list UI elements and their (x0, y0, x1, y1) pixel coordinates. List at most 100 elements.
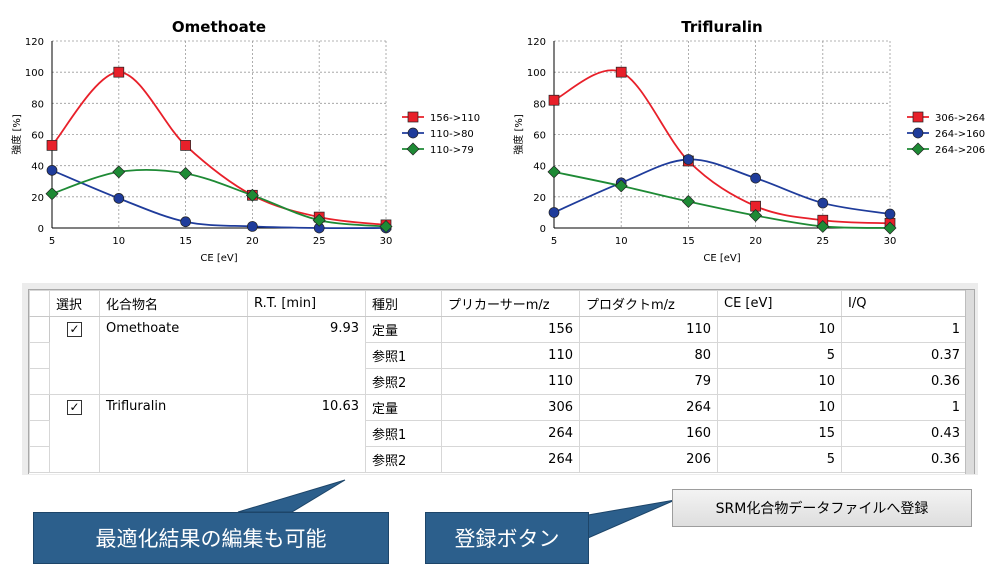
type-cell[interactable]: 参照2 (365, 368, 442, 395)
table-header-row: 選択 化合物名 R.T. [min] 種別 プリカーサーm/z プロダクトm/z… (29, 290, 967, 317)
table-row[interactable]: 参照1 264 160 15 0.43 (29, 420, 967, 447)
omethoate-ytick: 40 (31, 162, 44, 173)
trifluralin-data-point (547, 165, 561, 179)
ce-cell[interactable]: 10 (717, 394, 842, 421)
omethoate-title: Omethoate (172, 18, 266, 36)
product-mz-cell[interactable]: 264 (579, 394, 718, 421)
type-cell[interactable]: 定量 (365, 394, 442, 421)
table-row[interactable]: ✓ Trifluralin 10.63 定量 306 264 10 1 (29, 394, 967, 473)
row-header[interactable] (29, 420, 50, 447)
omethoate-legend-marker (407, 127, 419, 139)
compound-name-cell[interactable]: Omethoate (99, 316, 248, 395)
iq-cell[interactable]: 0.37 (841, 342, 967, 369)
header-type[interactable]: 種別 (365, 290, 442, 317)
precursor-mz-cell[interactable]: 264 (441, 420, 580, 447)
header-compound[interactable]: 化合物名 (99, 290, 248, 317)
header-precursor[interactable]: プリカーサーm/z (441, 290, 580, 317)
omethoate-legend-label: 156->110 (430, 113, 480, 124)
iq-cell[interactable]: 1 (841, 316, 967, 343)
trifluralin-ytick: 120 (527, 37, 546, 48)
trifluralin-xtick: 5 (551, 236, 557, 247)
register-callout-pointer (587, 499, 676, 539)
omethoate-ylabel: 強度 [%] (10, 114, 23, 155)
header-select[interactable]: 選択 (49, 290, 100, 317)
trifluralin-data-point (548, 94, 560, 106)
row-header[interactable] (29, 368, 50, 395)
header-rt[interactable]: R.T. [min] (247, 290, 366, 317)
iq-cell[interactable]: 0.36 (841, 368, 967, 395)
product-mz-cell[interactable]: 80 (579, 342, 718, 369)
type-cell[interactable]: 参照2 (365, 446, 442, 473)
iq-cell[interactable]: 0.36 (841, 446, 967, 473)
select-cell[interactable]: ✓ (49, 394, 100, 473)
omethoate-xtick: 10 (112, 236, 125, 247)
omethoate-ytick: 20 (31, 193, 44, 204)
trifluralin-legend-label: 264->160 (935, 129, 985, 140)
iq-cell[interactable]: 0.43 (841, 420, 967, 447)
trifluralin-ytick: 60 (533, 131, 546, 142)
omethoate-xtick: 5 (49, 236, 55, 247)
srm-table: 選択 化合物名 R.T. [min] 種別 プリカーサーm/z プロダクトm/z… (29, 290, 967, 473)
omethoate-legend-marker (406, 142, 420, 156)
omethoate-xtick: 20 (246, 236, 259, 247)
product-mz-cell[interactable]: 206 (579, 446, 718, 473)
omethoate-xtick: 15 (179, 236, 192, 247)
omethoate-ytick: 100 (25, 68, 44, 79)
product-mz-cell[interactable]: 79 (579, 368, 718, 395)
rt-cell[interactable]: 9.93 (247, 316, 366, 395)
omethoate-legend-label: 110->80 (430, 129, 474, 140)
register-srm-button[interactable]: SRM化合物データファイルへ登録 (672, 489, 972, 527)
trifluralin-data-point (883, 221, 897, 235)
omethoate-series-line-2 (51, 168, 387, 228)
trifluralin-title: Trifluralin (681, 18, 762, 36)
trifluralin-legend-marker (912, 127, 924, 139)
omethoate-data-point (45, 187, 59, 201)
header-iq[interactable]: I/Q (841, 290, 967, 317)
select-cell[interactable]: ✓ (49, 316, 100, 395)
vertical-scrollbar[interactable] (965, 290, 974, 474)
row-header[interactable] (29, 316, 50, 343)
header-ce[interactable]: CE [eV] (717, 290, 842, 317)
compound-name-cell[interactable]: Trifluralin (99, 394, 248, 473)
trifluralin-ylabel: 強度 [%] (512, 114, 525, 155)
trifluralin-legend-marker (912, 111, 924, 123)
trifluralin-ytick: 80 (533, 99, 546, 110)
rt-cell[interactable]: 10.63 (247, 394, 366, 473)
iq-cell[interactable]: 1 (841, 394, 967, 421)
type-cell[interactable]: 参照1 (365, 342, 442, 369)
select-checkbox[interactable]: ✓ (67, 322, 82, 337)
select-checkbox[interactable]: ✓ (67, 400, 82, 415)
trifluralin-xtick: 25 (816, 236, 829, 247)
precursor-mz-cell[interactable]: 264 (441, 446, 580, 473)
ce-cell[interactable]: 5 (717, 446, 842, 473)
row-header[interactable] (29, 342, 50, 369)
table-row[interactable]: ✓ Omethoate 9.93 定量 156 110 10 1 (29, 316, 967, 395)
product-mz-cell[interactable]: 160 (579, 420, 718, 447)
omethoate-data-point (179, 166, 193, 180)
ce-cell[interactable]: 15 (717, 420, 842, 447)
table-row[interactable]: 参照2 264 206 5 0.36 (29, 446, 967, 473)
ce-cell[interactable]: 5 (717, 342, 842, 369)
precursor-mz-cell[interactable]: 156 (441, 316, 580, 343)
trifluralin-legend-marker (911, 142, 925, 156)
row-header[interactable] (29, 446, 50, 473)
table-row[interactable]: 参照2 110 79 10 0.36 (29, 368, 967, 395)
trifluralin-data-point (750, 172, 761, 184)
table-row[interactable]: 参照1 110 80 5 0.37 (29, 342, 967, 369)
trifluralin-xlabel: CE [eV] (703, 253, 740, 264)
type-cell[interactable]: 参照1 (365, 420, 442, 447)
product-mz-cell[interactable]: 110 (579, 316, 718, 343)
type-cell[interactable]: 定量 (365, 316, 442, 343)
ce-cell[interactable]: 10 (717, 368, 842, 395)
omethoate-xtick: 30 (380, 236, 393, 247)
precursor-mz-cell[interactable]: 110 (441, 342, 580, 369)
precursor-mz-cell[interactable]: 306 (441, 394, 580, 421)
srm-grid[interactable]: 選択 化合物名 R.T. [min] 種別 プリカーサーm/z プロダクトm/z… (28, 289, 975, 474)
header-product[interactable]: プロダクトm/z (579, 290, 718, 317)
trifluralin-series-line-2 (553, 171, 891, 229)
trifluralin-ytick: 0 (540, 224, 546, 235)
trifluralin-ytick: 100 (527, 68, 546, 79)
ce-cell[interactable]: 10 (717, 316, 842, 343)
precursor-mz-cell[interactable]: 110 (441, 368, 580, 395)
row-header[interactable] (29, 394, 50, 421)
